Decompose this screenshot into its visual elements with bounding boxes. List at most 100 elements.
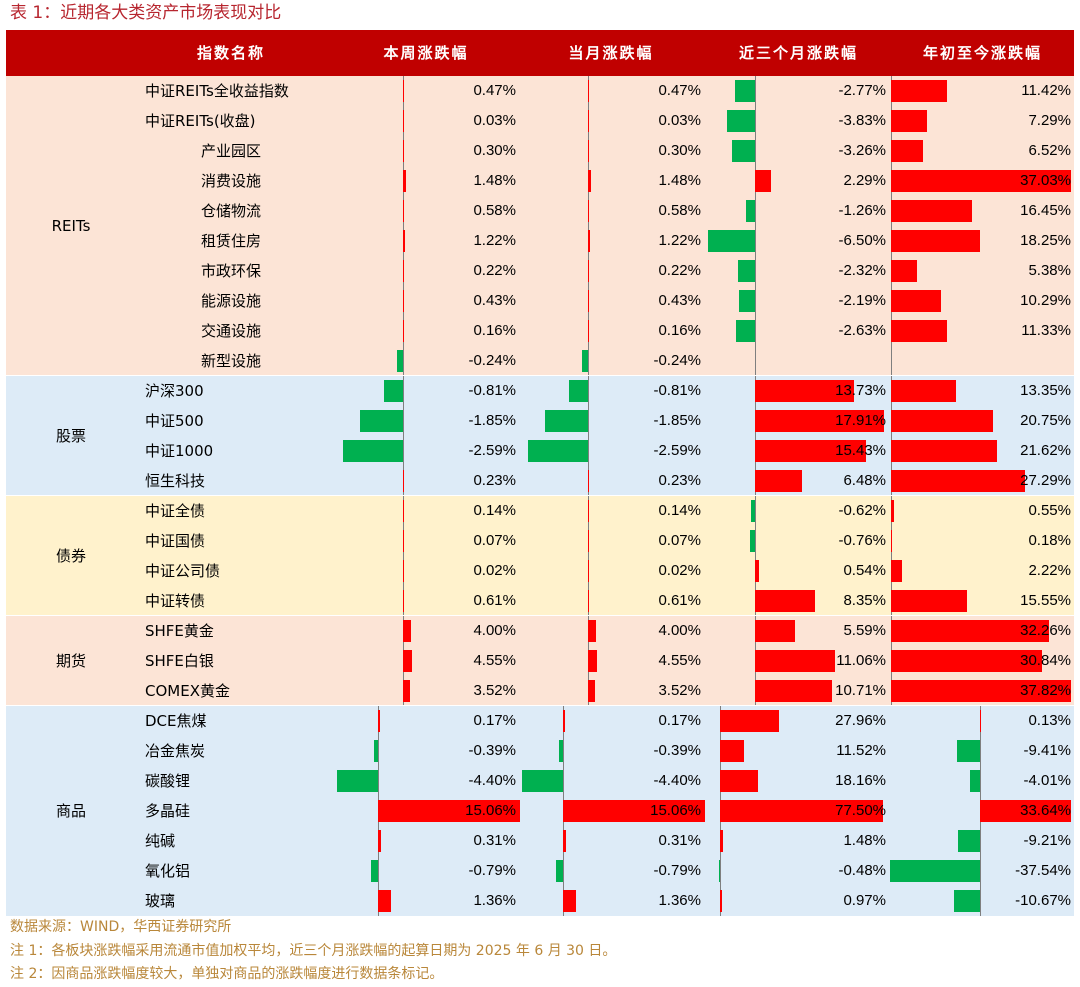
month-value: 0.43% [658, 292, 701, 309]
month-value: 0.31% [658, 832, 701, 849]
month-value: 0.17% [658, 712, 701, 729]
month-bar [559, 740, 563, 762]
week-bar [403, 500, 404, 522]
ytd-value: 6.52% [1028, 142, 1071, 159]
index-name: 中证国债 [145, 532, 206, 550]
three_month-bar [745, 200, 755, 222]
table-row: 交通设施 0.16% 0.16% -2.63% 11.33% [6, 316, 1074, 346]
three_month-value: 8.35% [843, 592, 886, 609]
month-value: -2.59% [653, 442, 701, 459]
month-bar [528, 440, 588, 462]
month-value: 0.30% [658, 142, 701, 159]
index-name: 纯碱 [145, 832, 176, 850]
month-bar [555, 860, 563, 882]
bar-axis [891, 376, 892, 496]
week-bar [374, 740, 378, 762]
week-value: 4.55% [473, 652, 516, 669]
table-row: 玻璃 1.36% 1.36% 0.97% -10.67% [6, 886, 1074, 916]
ytd-value: -9.41% [1023, 742, 1071, 759]
month-value: 4.55% [658, 652, 701, 669]
header-week-change: 本周涨跌幅 [383, 44, 469, 62]
month-value: 0.07% [658, 532, 701, 549]
three_month-value: 15.43% [835, 442, 886, 459]
month-bar [588, 590, 590, 612]
note-1: 注 1：各板块涨跌幅采用流通市值加权平均，近三个月涨跌幅的起算日期为 2025 … [10, 943, 617, 959]
table-row: 中证REITs全收益指数 0.47% 0.47% -2.77% 11.42% [6, 76, 1074, 106]
three_month-bar [720, 890, 723, 912]
three_month-bar [736, 320, 755, 342]
source-note: 数据来源：WIND，华西证券研究所 [10, 919, 232, 935]
month-value: -0.39% [653, 742, 701, 759]
ytd-bar [891, 680, 1071, 702]
week-bar [403, 80, 404, 102]
index-name: 恒生科技 [145, 472, 206, 490]
three_month-bar [749, 530, 755, 552]
ytd-value: 21.62% [1020, 442, 1071, 459]
ytd-bar [891, 410, 993, 432]
table-row: 中证500 -1.85% -1.85% 17.91% 20.75% [6, 406, 1074, 436]
ytd-value: 37.82% [1020, 682, 1071, 699]
three_month-bar [708, 230, 755, 252]
week-bar [397, 350, 403, 372]
month-bar [588, 500, 589, 522]
month-bar [588, 320, 589, 342]
month-bar [545, 410, 588, 432]
table-row: 租赁住房 1.22% 1.22% -6.50% 18.25% [6, 226, 1074, 256]
week-bar [370, 860, 378, 882]
ytd-bar [891, 260, 918, 282]
month-bar [588, 140, 589, 162]
week-bar [403, 620, 411, 642]
table-row: 中证公司债 0.02% 0.02% 0.54% 2.22% [6, 556, 1074, 586]
ytd-value: 16.45% [1020, 202, 1071, 219]
ytd-value: 7.29% [1028, 112, 1071, 129]
week-value: 0.02% [473, 562, 516, 579]
week-value: 1.36% [473, 892, 516, 909]
three_month-value: 10.71% [835, 682, 886, 699]
three_month-value: -6.50% [838, 232, 886, 249]
three_month-value: -0.76% [838, 532, 886, 549]
month-bar [588, 620, 596, 642]
ytd-bar [891, 590, 968, 612]
three_month-bar [755, 170, 772, 192]
header-index-name: 指数名称 [196, 44, 265, 62]
ytd-value: -9.21% [1023, 832, 1071, 849]
table-row: SHFE黄金 4.00% 4.00% 5.59% 32.26% [6, 616, 1074, 646]
three_month-value: -2.32% [838, 262, 886, 279]
table-row: 中证全债 0.14% 0.14% -0.62% 0.55% [6, 496, 1074, 526]
week-value: 0.23% [473, 472, 516, 489]
week-value: 0.07% [473, 532, 516, 549]
group-label: 商品 [55, 802, 86, 820]
index-name: 能源设施 [201, 292, 262, 310]
week-bar [336, 770, 378, 792]
ytd-bar [957, 830, 980, 852]
three_month-value: 2.29% [843, 172, 886, 189]
ytd-value: 20.75% [1020, 412, 1071, 429]
three_month-bar [755, 590, 816, 612]
month-value: 0.03% [658, 112, 701, 129]
index-name: 中证REITs(收盘) [145, 112, 256, 130]
bar-axis [891, 76, 892, 376]
week-bar [378, 890, 391, 912]
three_month-bar [720, 740, 745, 762]
ytd-bar [891, 320, 947, 342]
table-row: 碳酸锂 -4.40% -4.40% 18.16% -4.01% [6, 766, 1074, 796]
week-value: 0.16% [473, 322, 516, 339]
three_month-value: 18.16% [835, 772, 886, 789]
month-value: 0.61% [658, 592, 701, 609]
index-name: 玻璃 [145, 892, 176, 910]
ytd-value: 2.22% [1028, 562, 1071, 579]
week-value: 4.00% [473, 622, 516, 639]
week-value: 0.31% [473, 832, 516, 849]
week-bar [403, 230, 406, 252]
table-row: 氧化铝 -0.79% -0.79% -0.48% -37.54% [6, 856, 1074, 886]
ytd-value: 5.38% [1028, 262, 1071, 279]
ytd-bar [891, 650, 1043, 672]
index-name: SHFE黄金 [145, 622, 214, 640]
week-bar [403, 110, 404, 132]
week-bar [343, 440, 403, 462]
month-bar [588, 560, 589, 582]
month-bar [569, 380, 588, 402]
three_month-value: -2.19% [838, 292, 886, 309]
ytd-value: 0.18% [1028, 532, 1071, 549]
ytd-bar [891, 170, 1071, 192]
